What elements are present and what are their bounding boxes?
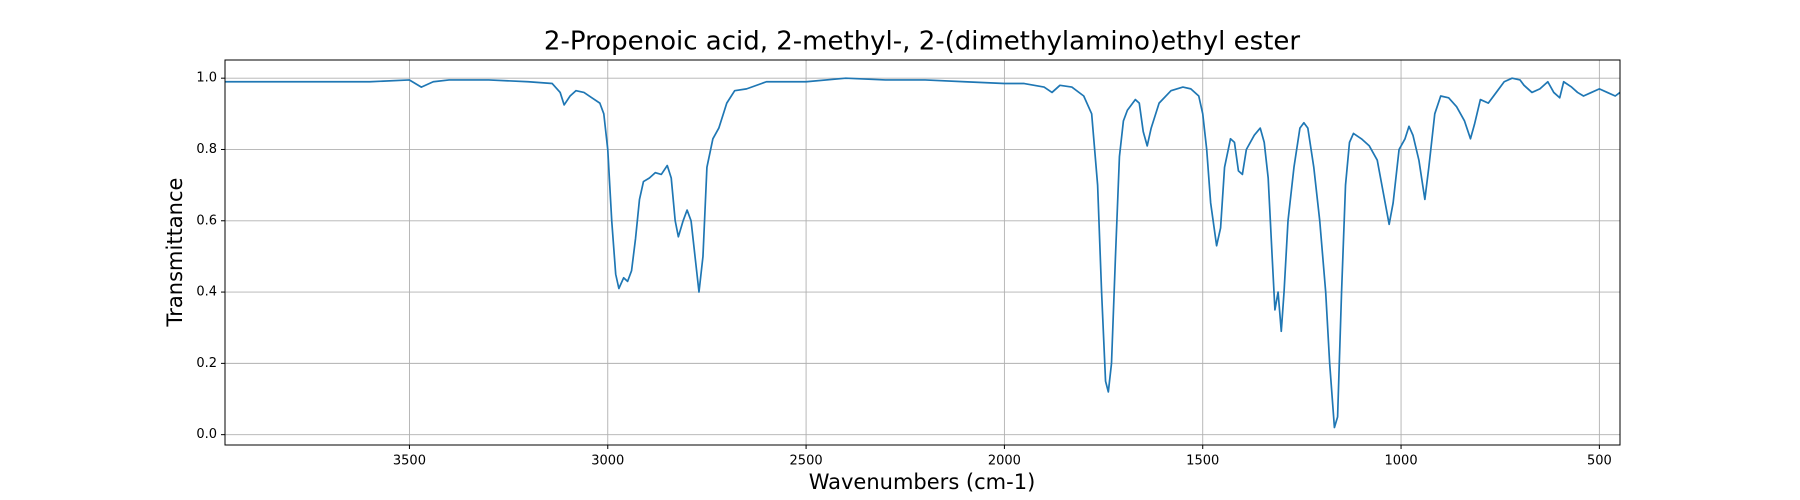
x-tick-label: 3000: [591, 454, 624, 469]
x-tick-label: 1000: [1385, 454, 1418, 469]
y-tick-label: 0.2: [196, 356, 217, 371]
x-tick-label: 2000: [988, 454, 1021, 469]
x-tick-label: 1500: [1186, 454, 1219, 469]
y-axis-label: Transmittance: [163, 178, 187, 328]
x-axis-label: Wavenumbers (cm-1): [809, 470, 1036, 494]
y-tick-label: 1.0: [196, 71, 217, 86]
y-tick-label: 0.8: [196, 142, 217, 157]
y-tick-label: 0.6: [196, 213, 217, 228]
x-tick-label: 3500: [393, 454, 426, 469]
spectrum-line: [225, 77, 1621, 429]
x-tick-label: 500: [1587, 454, 1612, 469]
y-tick-label: 0.4: [196, 285, 217, 300]
y-tick-label: 0.0: [196, 427, 217, 442]
chart-title: 2-Propenoic acid, 2-methyl-, 2-(dimethyl…: [544, 27, 1300, 57]
x-tick-label: 2500: [790, 454, 823, 469]
plot-frame: [224, 59, 1621, 446]
